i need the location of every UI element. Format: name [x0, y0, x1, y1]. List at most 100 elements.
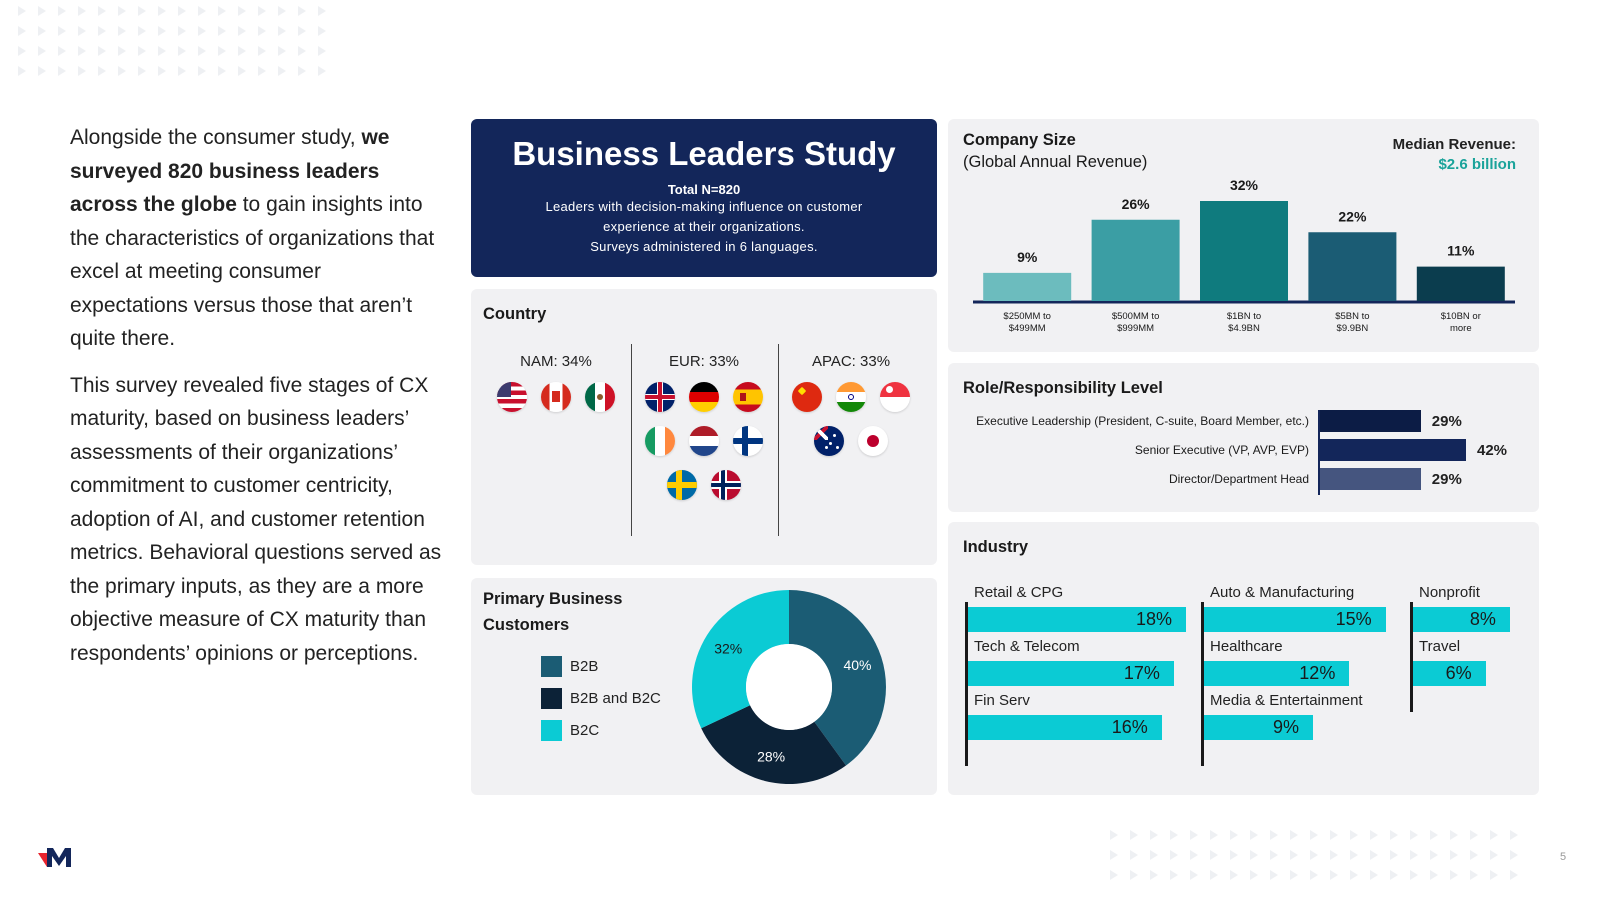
- pattern-triangle: [1170, 870, 1178, 880]
- pattern-triangle: [198, 66, 206, 76]
- pattern-triangle: [38, 46, 46, 56]
- pattern-triangle: [258, 26, 266, 36]
- industry-bar: 9%: [1204, 715, 1313, 740]
- company-size-bar: [983, 272, 1072, 301]
- legend-label: B2C: [570, 722, 600, 739]
- company-size-tick-label: $9.9BN: [1337, 323, 1369, 334]
- company-size-bar: [1416, 266, 1505, 301]
- legend-label: B2B and B2C: [570, 690, 661, 707]
- pattern-triangle: [1450, 830, 1458, 840]
- region-apac-label: APAC: 33%: [811, 353, 891, 370]
- company-size-tick-label: $499MM: [1009, 323, 1046, 334]
- median-revenue-label: Median Revenue:: [1392, 136, 1516, 153]
- company-size-bar: [1308, 232, 1397, 301]
- pattern-triangle: [258, 46, 266, 56]
- pattern-triangle: [118, 66, 126, 76]
- pattern-triangle: [1270, 870, 1278, 880]
- pattern-triangle: [218, 26, 226, 36]
- study-desc-line-3: Surveys administered in 6 languages.: [590, 239, 818, 254]
- median-revenue-value: $2.6 billion: [1438, 156, 1516, 173]
- pattern-triangle: [1430, 870, 1438, 880]
- pattern-triangle: [1430, 850, 1438, 860]
- company-size-panel: Company Size (Global Annual Revenue) Med…: [948, 119, 1539, 352]
- industry-label: Retail & CPG: [974, 584, 1064, 601]
- pattern-triangle: [218, 66, 226, 76]
- industry-label: Auto & Manufacturing: [1210, 584, 1355, 601]
- pattern-triangle: [118, 46, 126, 56]
- flag-mexico-icon: [585, 382, 615, 412]
- region-apac-flags: [778, 382, 924, 456]
- role-label: Director/Department Head: [1168, 472, 1309, 486]
- pattern-triangle: [1250, 870, 1258, 880]
- pattern-triangle: [1130, 870, 1138, 880]
- pattern-triangle: [1350, 850, 1358, 860]
- pattern-triangle: [1190, 870, 1198, 880]
- pattern-triangle: [258, 6, 266, 16]
- pattern-triangle: [1490, 870, 1498, 880]
- pattern-triangle: [238, 46, 246, 56]
- pattern-triangle: [318, 26, 326, 36]
- customers-legend: B2B B2B and B2C B2C: [541, 656, 661, 752]
- company-size-value-label: 32%: [1230, 177, 1259, 193]
- pattern-triangle: [1510, 830, 1518, 840]
- pattern-triangle: [1510, 870, 1518, 880]
- region-divider: [778, 344, 779, 536]
- industry-axis: [965, 602, 968, 766]
- pattern-triangle: [178, 6, 186, 16]
- pattern-triangle: [98, 6, 106, 16]
- decorative-pattern-bottom: [1110, 830, 1520, 880]
- pattern-triangle: [238, 6, 246, 16]
- pattern-triangle: [1310, 830, 1318, 840]
- pattern-triangle: [1410, 870, 1418, 880]
- role-axis: [1318, 410, 1320, 495]
- industry-label: Nonprofit: [1419, 584, 1480, 601]
- pattern-triangle: [1230, 870, 1238, 880]
- pattern-triangle: [1150, 830, 1158, 840]
- pattern-triangle: [1110, 850, 1118, 860]
- company-size-bar: [1200, 201, 1288, 301]
- industry-label: Media & Entertainment: [1210, 692, 1363, 709]
- intro-p1-end: to gain insights into the characteristic…: [70, 193, 435, 350]
- role-bar: [1320, 410, 1421, 432]
- pattern-triangle: [18, 46, 26, 56]
- pattern-triangle: [38, 26, 46, 36]
- pattern-triangle: [1350, 830, 1358, 840]
- pattern-triangle: [158, 66, 166, 76]
- region-eur: EUR: 33%: [631, 353, 777, 500]
- pattern-triangle: [1130, 850, 1138, 860]
- customers-title: Primary Business Customers: [483, 586, 622, 638]
- pattern-triangle: [1250, 830, 1258, 840]
- pattern-triangle: [138, 26, 146, 36]
- pattern-triangle: [158, 46, 166, 56]
- intro-paragraph-2: This survey revealed five stages of CX m…: [70, 373, 442, 665]
- pattern-triangle: [1370, 830, 1378, 840]
- company-size-title: Company Size (Global Annual Revenue): [963, 129, 1147, 173]
- role-value-label: 42%: [1477, 442, 1508, 459]
- pattern-triangle: [1510, 850, 1518, 860]
- brand-logo: [38, 848, 71, 867]
- company-size-tick-label: $10BN or: [1441, 311, 1481, 322]
- intro-p1-start: Alongside the consumer study,: [70, 126, 356, 149]
- company-size-tick-label: $4.9BN: [1228, 323, 1260, 334]
- role-row: Director/Department Head 29%: [948, 468, 1539, 490]
- pattern-triangle: [138, 46, 146, 56]
- pattern-triangle: [158, 26, 166, 36]
- pattern-triangle: [1390, 870, 1398, 880]
- pattern-triangle: [18, 66, 26, 76]
- pattern-triangle: [1410, 850, 1418, 860]
- region-nam-flags: [483, 382, 629, 412]
- pattern-triangle: [238, 26, 246, 36]
- pattern-triangle: [38, 66, 46, 76]
- flag-india-icon: [836, 382, 866, 412]
- pattern-triangle: [1350, 870, 1358, 880]
- pattern-triangle: [218, 46, 226, 56]
- pattern-triangle: [1390, 850, 1398, 860]
- flag-norway-icon: [711, 470, 741, 500]
- role-label: Senior Executive (VP, AVP, EVP): [1134, 443, 1309, 457]
- pattern-triangle: [1230, 830, 1238, 840]
- flag-spain-icon: [733, 382, 763, 412]
- legend-label: B2B: [570, 658, 599, 675]
- pattern-triangle: [118, 6, 126, 16]
- industry-panel: Industry Retail & CPG 18% Tech & Telecom 17…: [948, 522, 1539, 795]
- region-nam: NAM: 34%: [483, 353, 629, 412]
